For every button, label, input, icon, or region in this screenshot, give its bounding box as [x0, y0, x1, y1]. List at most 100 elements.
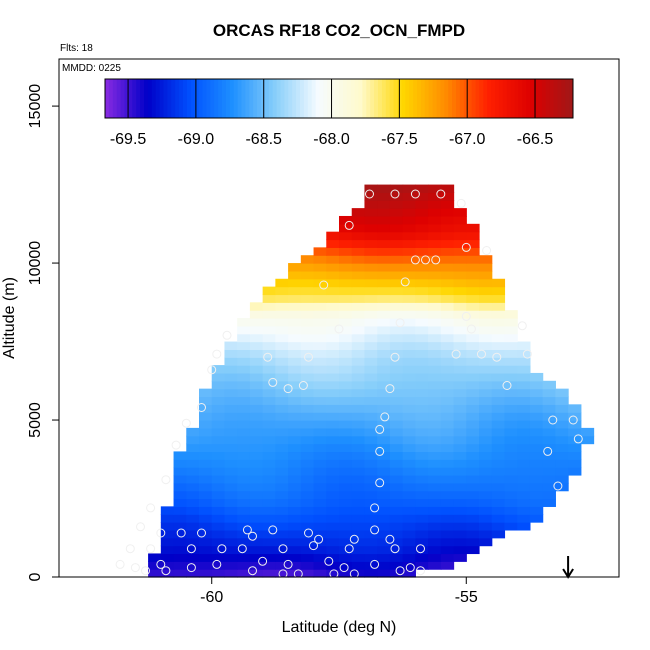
field-cell — [288, 514, 302, 523]
field-cell — [440, 522, 455, 531]
field-cell — [364, 247, 378, 256]
observation-point — [181, 418, 191, 428]
field-cell — [517, 435, 531, 445]
field-cell — [440, 474, 455, 484]
flights-annotation: Flts: 18 — [60, 43, 93, 54]
colorbar-tick-label: -68.5 — [245, 131, 282, 148]
field-cell — [275, 318, 289, 327]
field-cell — [326, 396, 340, 405]
field-cell — [479, 333, 493, 343]
field-cell — [377, 474, 391, 484]
field-cell — [428, 255, 442, 264]
field-cell — [313, 467, 327, 476]
observation-point — [416, 566, 425, 576]
field-cell — [504, 412, 518, 421]
observation-point — [344, 220, 354, 230]
field-cell — [351, 263, 366, 272]
field-cell — [326, 263, 340, 272]
observation-point — [156, 528, 166, 538]
field-cell — [300, 443, 315, 453]
field-cell — [466, 498, 480, 507]
field-cell — [440, 341, 455, 350]
observation-point — [421, 255, 430, 265]
field-cell — [364, 208, 378, 217]
field-cell — [275, 404, 289, 413]
colorbar-segment — [268, 79, 274, 118]
field-cell — [491, 435, 506, 445]
field-cell — [313, 569, 327, 578]
field-cell — [364, 372, 378, 382]
field-cell — [479, 522, 493, 531]
field-cell — [389, 231, 404, 241]
observation-point — [278, 569, 288, 579]
colorbar-tick-label: -69.5 — [110, 131, 147, 148]
field-cell — [351, 427, 366, 437]
observation-point — [125, 544, 135, 554]
field-cell — [351, 474, 366, 484]
field-cell — [237, 482, 251, 492]
field-cell — [517, 474, 531, 484]
field-cell — [491, 443, 506, 453]
field-cell — [211, 451, 226, 460]
field-cell — [440, 318, 455, 327]
field-cell — [453, 482, 467, 492]
field-cell — [300, 278, 315, 288]
field-cell — [262, 427, 276, 437]
field-cell — [313, 286, 327, 296]
field-cell — [351, 561, 366, 570]
field-cell — [568, 427, 582, 437]
field-cell — [504, 506, 518, 515]
colorbar-segment — [280, 79, 285, 118]
field-cell — [491, 529, 506, 539]
field-cell — [211, 412, 226, 421]
field-cell — [491, 325, 506, 335]
field-cell — [529, 420, 544, 429]
field-cell — [491, 310, 506, 319]
colorbar-segment — [405, 79, 410, 118]
field-cell — [440, 208, 455, 217]
field-cell — [262, 561, 276, 570]
field-cell — [568, 459, 582, 468]
field-cell — [377, 427, 391, 437]
field-cell — [224, 435, 238, 445]
x-axis-label: Latitude (deg N) — [282, 619, 397, 636]
field-cell — [402, 192, 416, 201]
field-cell — [364, 215, 378, 225]
field-cell — [402, 388, 416, 398]
field-cell — [199, 561, 213, 570]
field-cell — [402, 412, 416, 421]
field-cell — [313, 522, 327, 531]
field-cell — [542, 412, 556, 421]
field-cell — [389, 388, 404, 398]
field-cell — [402, 208, 416, 217]
field-cell — [389, 365, 404, 374]
field-cell — [351, 318, 366, 327]
colorbar-segment — [194, 79, 200, 118]
field-cell — [339, 215, 353, 225]
field-cell — [300, 388, 315, 398]
field-cell — [377, 278, 391, 288]
field-cell — [402, 341, 416, 350]
observation-point — [146, 544, 156, 554]
field-cell — [288, 278, 302, 288]
field-cell — [313, 498, 327, 507]
field-cell — [389, 310, 404, 319]
field-cell — [428, 239, 442, 248]
field-cell — [377, 231, 391, 241]
field-cell — [568, 404, 582, 413]
field-cell — [517, 404, 531, 413]
field-cell — [275, 278, 289, 288]
field-cell — [415, 372, 429, 382]
field-cell — [517, 490, 531, 500]
field-cell — [517, 522, 531, 531]
field-cell — [389, 522, 404, 531]
field-cell — [466, 270, 480, 280]
field-cell — [211, 459, 226, 468]
field-cell — [262, 443, 276, 453]
field-cell — [491, 302, 506, 311]
field-cell — [542, 474, 556, 484]
field-cell — [300, 482, 315, 492]
field-cell — [313, 341, 327, 350]
field-cell — [377, 215, 391, 225]
field-cell — [453, 365, 467, 374]
